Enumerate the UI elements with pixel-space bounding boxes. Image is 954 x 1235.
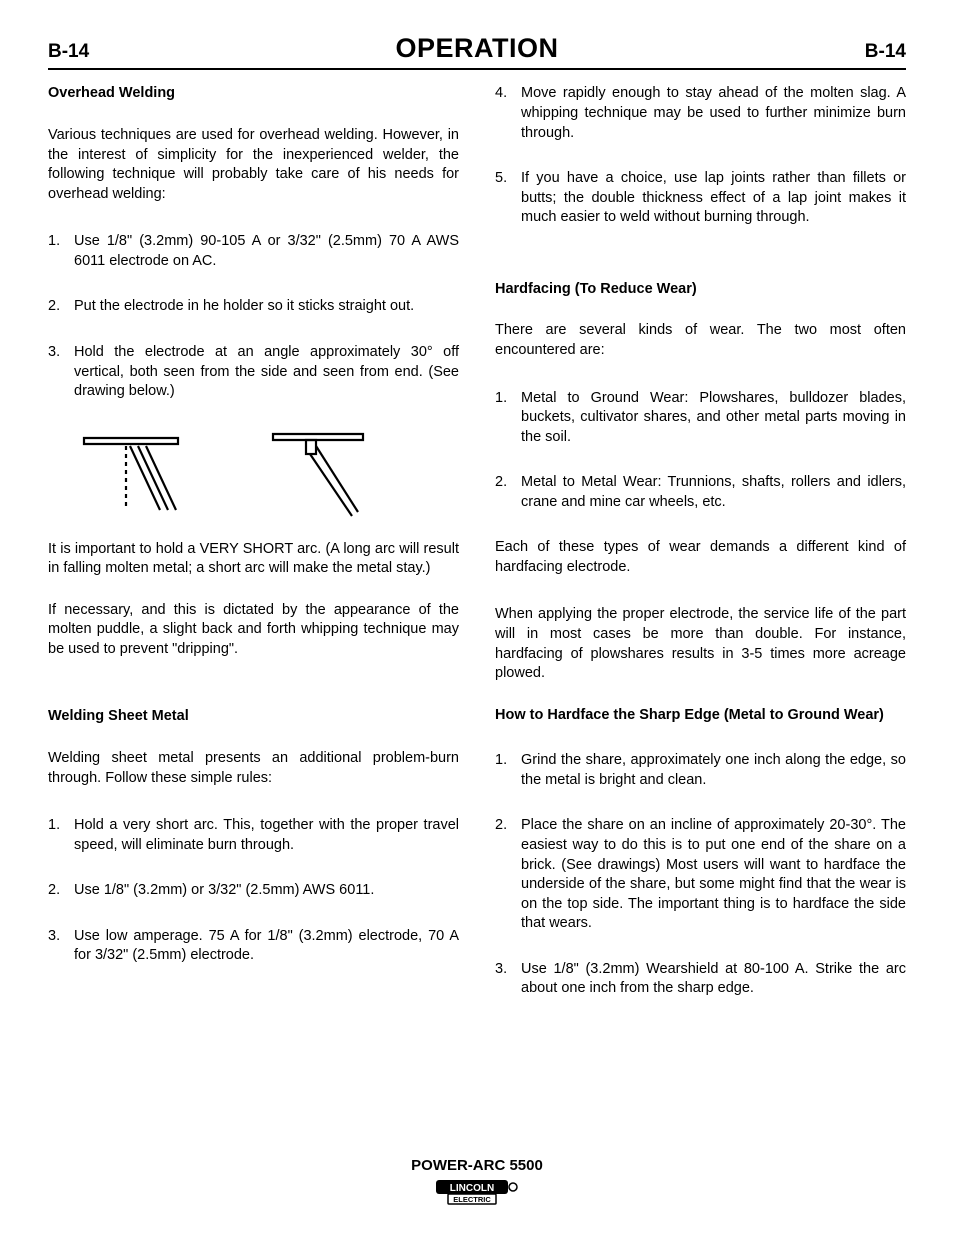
paragraph-whipping: If necessary, and this is dictated by th… [48, 601, 459, 660]
list-hardface-steps: Grind the share, approximately one inch … [495, 751, 906, 999]
list-item: Use 1/8" (3.2mm) Wearshield at 80-100 A.… [495, 960, 906, 999]
paragraph-overhead-intro: Various techniques are used for overhead… [48, 126, 459, 204]
list-item: Use low amperage. 75 A for 1/8" (3.2mm) … [48, 927, 459, 966]
heading-sheet-metal: Welding Sheet Metal [48, 707, 459, 727]
page-title: OPERATION [395, 30, 558, 66]
paragraph-short-arc: It is important to hold a VERY SHORT arc… [48, 540, 459, 579]
content-columns: Overhead Welding Various techniques are … [48, 84, 906, 1024]
paragraph-sheet-intro: Welding sheet metal presents an addition… [48, 749, 459, 788]
page-number-left: B-14 [48, 39, 89, 65]
lincoln-electric-logo: LINCOLN ELECTRIC [434, 1178, 520, 1213]
electrode-angle-diagrams [78, 428, 459, 518]
product-name: POWER-ARC 5500 [0, 1156, 954, 1176]
paragraph-demand: Each of these types of wear demands a di… [495, 538, 906, 577]
right-column: Move rapidly enough to stay ahead of the… [495, 84, 906, 1024]
list-item: Hold a very short arc. This, together wi… [48, 816, 459, 855]
list-item: Place the share on an incline of approxi… [495, 816, 906, 933]
list-wear-types: Metal to Ground Wear: Plowshares, bulldo… [495, 389, 906, 513]
svg-text:ELECTRIC: ELECTRIC [453, 1195, 491, 1204]
paragraph-service-life: When applying the proper electrode, the … [495, 605, 906, 683]
list-item: If you have a choice, use lap joints rat… [495, 169, 906, 228]
list-item: Use 1/8" (3.2mm) 90-105 A or 3/32" (2.5m… [48, 232, 459, 271]
svg-text:LINCOLN: LINCOLN [450, 1183, 494, 1194]
list-item: Use 1/8" (3.2mm) or 3/32" (2.5mm) AWS 60… [48, 881, 459, 901]
electrode-side-view-icon [78, 428, 198, 518]
heading-overhead-welding: Overhead Welding [48, 84, 459, 104]
paragraph-hardfacing-intro: There are several kinds of wear. The two… [495, 321, 906, 360]
electrode-end-view-icon [258, 428, 378, 518]
page-footer: POWER-ARC 5500 LINCOLN ELECTRIC [0, 1156, 954, 1213]
list-item: Metal to Ground Wear: Plowshares, bulldo… [495, 389, 906, 448]
heading-hardface-edge: How to Hardface the Sharp Edge (Metal to… [495, 706, 906, 726]
list-sheet-metal-steps: Hold a very short arc. This, together wi… [48, 816, 459, 966]
page-number-right: B-14 [865, 39, 906, 65]
list-item: Metal to Metal Wear: Trunnions, shafts, … [495, 473, 906, 512]
list-overhead-steps: Use 1/8" (3.2mm) 90-105 A or 3/32" (2.5m… [48, 232, 459, 401]
list-item: Hold the electrode at an angle approxima… [48, 343, 459, 402]
page-header: B-14 OPERATION B-14 [48, 30, 906, 70]
heading-hardfacing: Hardfacing (To Reduce Wear) [495, 280, 906, 300]
list-item: Grind the share, approximately one inch … [495, 751, 906, 790]
list-item: Move rapidly enough to stay ahead of the… [495, 84, 906, 143]
list-sheet-metal-continued: Move rapidly enough to stay ahead of the… [495, 84, 906, 227]
left-column: Overhead Welding Various techniques are … [48, 84, 459, 1024]
list-item: Put the electrode in he holder so it sti… [48, 297, 459, 317]
